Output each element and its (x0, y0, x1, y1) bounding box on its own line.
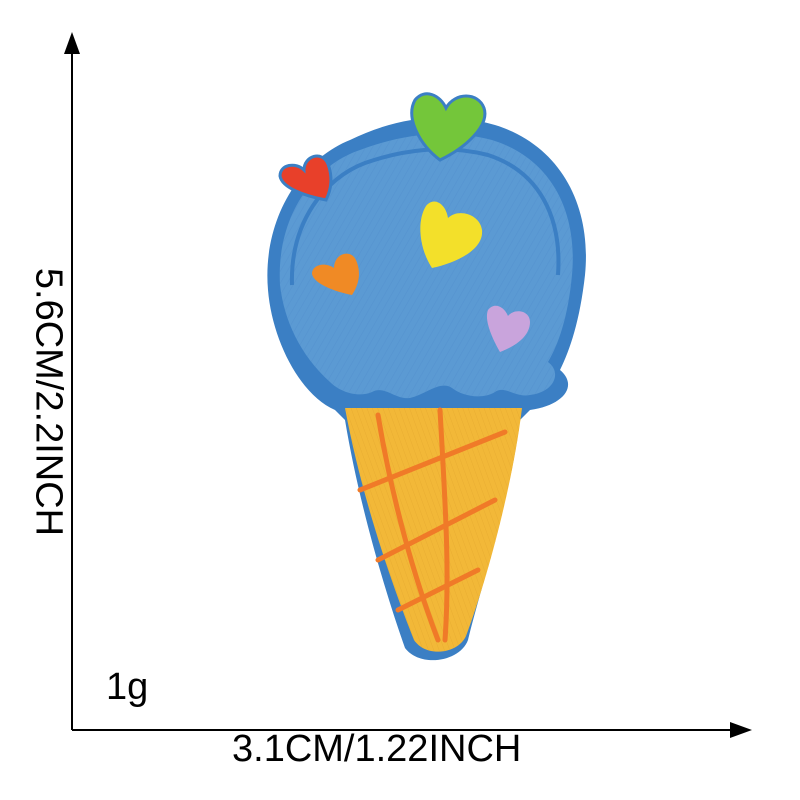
yellow-heart-icon (420, 201, 483, 268)
scoop-stitch-line (289, 147, 561, 286)
red-heart-icon (278, 154, 333, 202)
lilac-heart-icon (486, 305, 530, 352)
width-dimension-label: 3.1CM/1.22INCH (232, 728, 522, 770)
vertical-axis-arrow-icon (64, 32, 80, 54)
cone-waffle-lines (357, 407, 508, 643)
height-dimension-label: 5.6CM/2.2INCH (27, 267, 70, 537)
orange-heart-icon (312, 253, 359, 295)
weight-label: 1g (106, 666, 149, 708)
horizontal-axis-arrow-icon (730, 722, 752, 738)
green-heart-icon (410, 92, 487, 162)
